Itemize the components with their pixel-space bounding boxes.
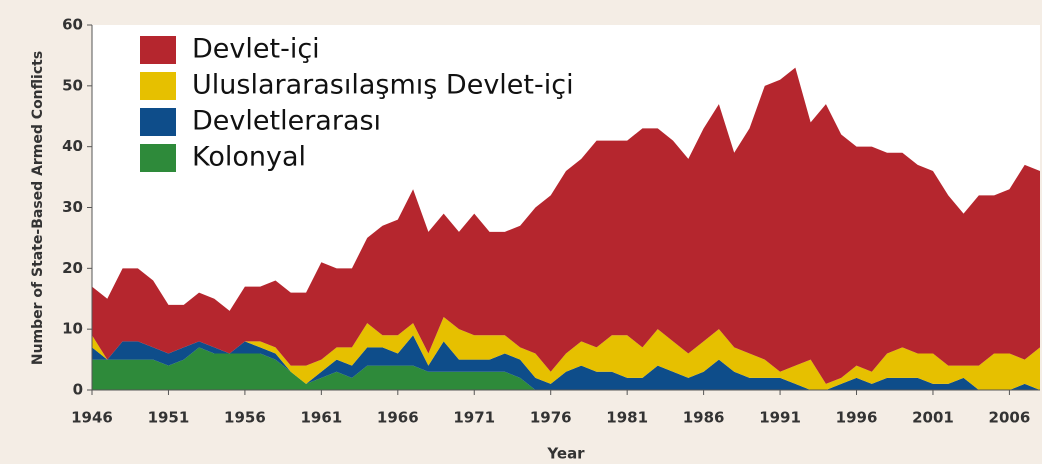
- x-axis-label: Year: [546, 445, 585, 463]
- x-tick-label: 1981: [606, 409, 648, 427]
- x-tick-label: 1956: [224, 409, 266, 427]
- legend-label: Devlet-içi: [192, 34, 320, 65]
- x-tick-label: 1966: [377, 409, 419, 427]
- x-tick-label: 1976: [530, 409, 572, 427]
- area: [92, 347, 1040, 390]
- y-tick-label: 10: [62, 320, 83, 338]
- legend-swatch: [140, 72, 176, 100]
- x-tick-label: 1946: [71, 409, 113, 427]
- legend-label: Kolonyal: [192, 142, 306, 173]
- y-tick-label: 20: [62, 259, 83, 277]
- y-tick-label: 40: [62, 137, 83, 155]
- x-tick-label: 1951: [148, 409, 190, 427]
- y-tick-label: 30: [62, 198, 83, 216]
- legend-swatch: [140, 108, 176, 136]
- x-tick-label: 2006: [989, 409, 1031, 427]
- legend-swatch: [140, 144, 176, 172]
- x-tick-label: 1971: [453, 409, 495, 427]
- x-tick-label: 1996: [836, 409, 878, 427]
- y-tick-label: 60: [62, 16, 83, 34]
- x-tick-label: 1986: [683, 409, 725, 427]
- y-tick-label: 0: [73, 381, 83, 399]
- x-tick-label: 1961: [300, 409, 342, 427]
- y-tick-label: 50: [62, 76, 83, 94]
- x-tick-label: 2001: [912, 409, 954, 427]
- y-axis-label: Number of State-Based Armed Conflicts: [30, 51, 46, 365]
- legend-label: Uluslararasılaşmış Devlet-içi: [192, 70, 574, 101]
- x-tick-label: 1991: [759, 409, 801, 427]
- area: [92, 67, 1040, 384]
- legend-swatch: [140, 36, 176, 64]
- area: [92, 335, 1040, 390]
- legend-label: Devletlerarası: [192, 106, 381, 137]
